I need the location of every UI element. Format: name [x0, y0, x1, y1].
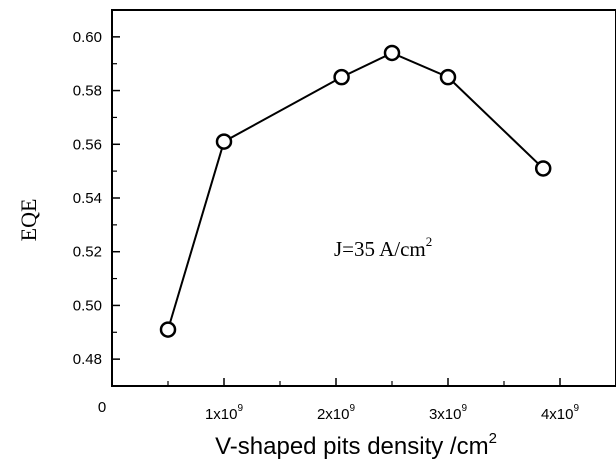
data-point	[439, 68, 457, 86]
x-tick-label: 0	[98, 399, 106, 416]
y-tick-label: 0.52	[73, 244, 102, 261]
y-tick-label: 0.48	[73, 351, 102, 368]
data-point	[534, 160, 552, 177]
y-tick-label: 0.56	[73, 136, 102, 153]
y-tick-label: 0.60	[73, 29, 102, 46]
y-tick-label: 0.58	[73, 83, 102, 100]
y-tick-label: 0.54	[73, 190, 102, 207]
x-tick-label: 4x109	[541, 403, 580, 423]
x-tick-label: 1x109	[205, 403, 244, 423]
y-axis-title: EQE	[16, 199, 41, 242]
series-eqe	[159, 44, 552, 338]
minor-ticks	[112, 63, 505, 386]
data-point	[333, 68, 350, 86]
series-line	[167, 51, 544, 330]
x-tick-label: 2x109	[317, 403, 356, 423]
data-point	[383, 44, 401, 62]
x-tick-label: 3x109	[429, 403, 468, 423]
x-axis-title: V-shaped pits density /cm2	[215, 430, 497, 460]
y-tick-label: 0.50	[73, 297, 102, 314]
axis-ticks: 0.48 0.50 0.52 0.54 0.56 0.58 0.60 0 1x109 2x109 3…	[73, 29, 580, 423]
current-density-annotation: J=35 A/cm2	[334, 234, 432, 261]
data-point	[159, 321, 177, 338]
data-point	[215, 133, 233, 150]
